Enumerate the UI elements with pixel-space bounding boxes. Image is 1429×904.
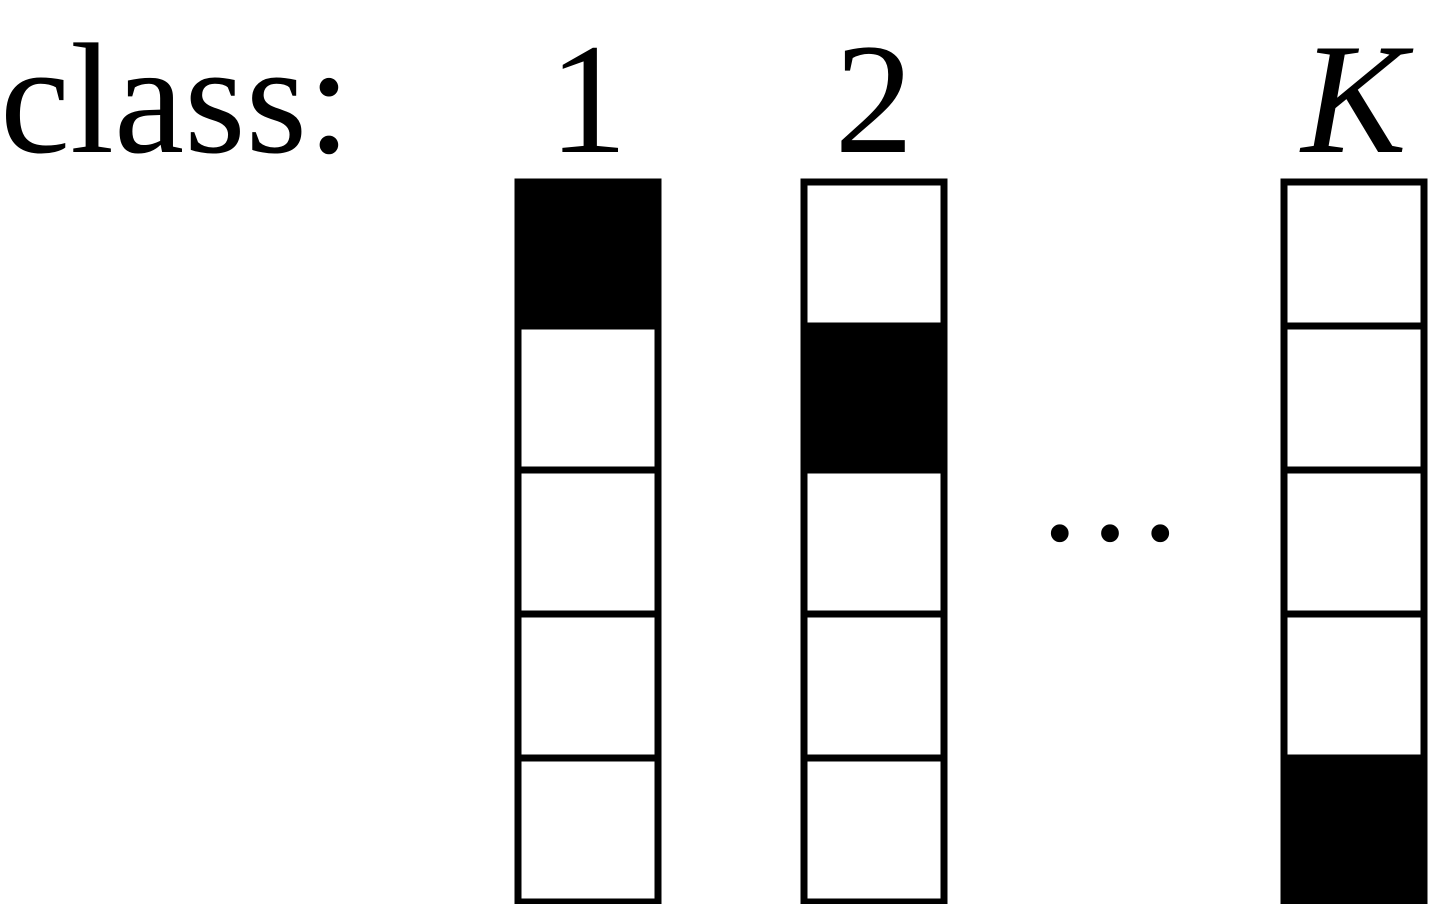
empty-cell [800,178,948,330]
empty-cell [1280,322,1428,474]
empty-cell [1280,610,1428,762]
empty-cell [514,322,662,474]
class-label: 1 [549,12,628,187]
hot-cell [800,322,948,474]
vector-column-3: K [1280,12,1428,904]
hot-cell [514,178,662,330]
empty-cell [1280,466,1428,618]
vector-column-2: 2 [800,12,948,904]
class-prefix-label: class: [0,12,351,187]
empty-cell [514,466,662,618]
ellipsis-label: … [1035,407,1185,573]
vector-column-1: 1 [514,12,662,904]
empty-cell [800,466,948,618]
hot-cell [1280,754,1428,904]
class-label: K [1299,12,1414,187]
empty-cell [800,610,948,762]
empty-cell [514,610,662,762]
empty-cell [800,754,948,904]
one-hot-vectors: 1 2 K [514,12,1428,904]
empty-cell [514,754,662,904]
class-label: 2 [835,12,914,187]
empty-cell [1280,178,1428,330]
